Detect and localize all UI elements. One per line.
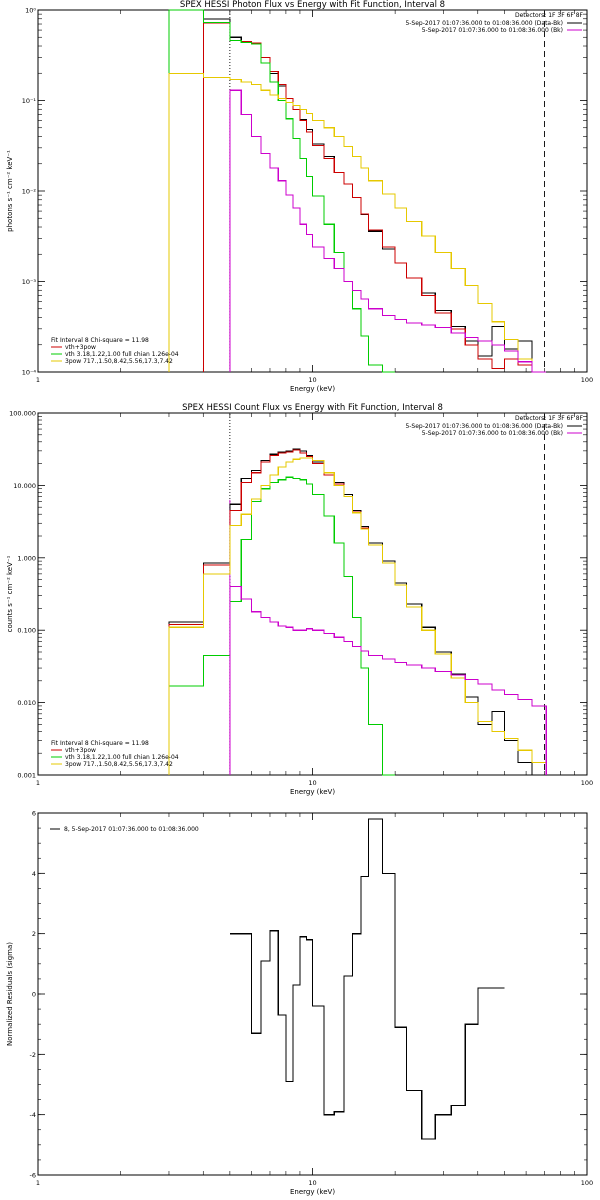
chart-title: SPEX HESSI Count Flux vs Energy with Fit… [182, 403, 443, 413]
header-time-range: 5-Sep-2017 01:07:36.000 to 01:08:36.000 … [405, 20, 563, 27]
series-line-bk [229, 586, 547, 775]
header-time-range: 5-Sep-2017 01:07:36.000 to 01:08:36.000 … [422, 430, 563, 437]
series-line-3pow [168, 457, 547, 775]
y-tick-label: -6 [30, 1172, 36, 1180]
detectors-label: Detectors: 1F 3F 6F 8F [515, 12, 584, 19]
y-tick-label: 100.000 [9, 410, 36, 418]
y-tick-label: 0 [32, 991, 36, 999]
x-tick-label: 10 [308, 376, 316, 384]
y-tick-label: 6 [32, 810, 36, 818]
x-tick-label: 1 [36, 779, 40, 787]
x-tick-label: 100 [581, 779, 593, 787]
chart-panel-2: SPEX HESSI Count Flux vs Energy with Fit… [6, 403, 593, 796]
x-tick-label: 1 [36, 1179, 40, 1187]
series-line-vth-3pow [168, 449, 547, 775]
y-tick-label: 10⁻³ [22, 278, 37, 286]
y-tick-label: 0.100 [17, 627, 36, 635]
series-line-data-bk [168, 448, 547, 776]
y-tick-label: 1.000 [17, 554, 36, 562]
chart-panel-1: SPEX HESSI Photon Flux vs Energy with Fi… [6, 0, 593, 393]
x-tick-label: 1 [36, 376, 40, 384]
y-tick-label: 0.001 [17, 772, 36, 780]
chart-title: SPEX HESSI Photon Flux vs Energy with Fi… [180, 0, 445, 10]
detectors-label: Detectors: 1F 3F 6F 8F [515, 415, 584, 422]
header-time-range: 5-Sep-2017 01:07:36.000 to 01:08:36.000 … [422, 27, 563, 34]
series-line-vth-3pow [202, 22, 547, 373]
y-tick-label: 4 [32, 870, 36, 878]
fit-info-title: Fit Interval 8 Chi-square = 11.98 [51, 337, 149, 344]
series-line-8 [229, 818, 505, 1140]
y-tick-label: -4 [30, 1111, 36, 1119]
fit-component-label: 3pow 717.,1.50,8.42,5.56,17.3,7.42 [65, 761, 173, 768]
y-axis-label: counts s⁻¹ cm⁻² keV⁻¹ [6, 555, 14, 632]
y-tick-label: 10.000 [13, 482, 36, 490]
x-axis-label: Energy (keV) [290, 385, 335, 393]
y-tick-label: 10⁻² [22, 188, 37, 196]
series-line-vth [168, 476, 396, 776]
fit-component-label: 3pow 717.,1.50,8.42,5.56,17.3,7.42 [65, 358, 173, 365]
y-tick-label: 0.010 [17, 699, 36, 707]
x-axis-label: Energy (keV) [290, 1188, 335, 1196]
fit-component-label: vth 3.18,1.22,1.00 full chian 1.26e-04 [65, 754, 179, 761]
fit-component-label: vth 3.18,1.22,1.00 full chian 1.26e-04 [65, 351, 179, 358]
y-tick-label: 10⁻⁴ [22, 369, 37, 377]
x-tick-label: 100 [581, 1179, 593, 1187]
fit-info-title: Fit Interval 8 Chi-square = 11.98 [51, 740, 149, 747]
x-tick-label: 10 [308, 779, 316, 787]
fit-component-label: vth+3pow [65, 747, 96, 754]
series-line-bk [229, 89, 547, 373]
series-line-data-bk [202, 18, 547, 373]
y-axis-label: photons s⁻¹ cm⁻² keV⁻¹ [6, 150, 14, 232]
legend-entry: 8, 5-Sep-2017 01:07:36.000 to 01:08:36.0… [64, 826, 199, 833]
series-line-vth [168, 9, 396, 373]
chart-panel-3: 1 10 100 Energy (keV) -6 -4 -2 0 2 4 6 Normalized R… [6, 810, 593, 1197]
x-axis-label: Energy (keV) [290, 788, 335, 796]
y-tick-label: 2 [32, 930, 36, 938]
y-tick-label: 10⁰ [25, 7, 36, 15]
x-tick-label: 10 [308, 1179, 316, 1187]
y-tick-label: -2 [30, 1051, 36, 1059]
fit-component-label: vth+3pow [65, 344, 96, 351]
series-line-3pow [168, 72, 547, 373]
header-time-range: 5-Sep-2017 01:07:36.000 to 01:08:36.000 … [405, 423, 563, 430]
y-axis-label: Normalized Residuals (sigma) [6, 942, 14, 1046]
y-tick-label: 10⁻¹ [22, 97, 37, 105]
x-tick-label: 100 [581, 376, 593, 384]
